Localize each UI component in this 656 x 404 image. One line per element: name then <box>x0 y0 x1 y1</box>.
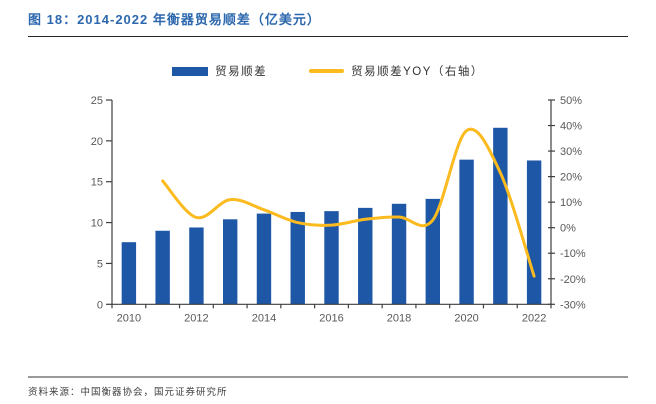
bar-2022 <box>526 160 542 305</box>
svg-text:30%: 30% <box>560 146 582 158</box>
svg-text:0: 0 <box>97 299 103 311</box>
svg-text:2016: 2016 <box>319 312 343 324</box>
yoy-line <box>161 127 536 278</box>
title-divider <box>28 36 628 37</box>
svg-text:10: 10 <box>91 218 103 230</box>
svg-text:-20%: -20% <box>560 274 586 286</box>
svg-text:-30%: -30% <box>560 299 586 311</box>
source-divider <box>28 376 628 378</box>
legend-item-trade-surplus: 贸易顺差 <box>172 63 267 79</box>
svg-text:5: 5 <box>97 258 103 270</box>
svg-text:0%: 0% <box>560 223 576 235</box>
svg-text:-10%: -10% <box>560 248 586 260</box>
svg-text:20%: 20% <box>560 172 582 184</box>
svg-text:2022: 2022 <box>522 312 546 324</box>
svg-text:10%: 10% <box>560 197 582 209</box>
bar-series-swatch-icon <box>172 66 209 76</box>
svg-text:2010: 2010 <box>117 312 141 324</box>
bar-2012 <box>189 227 204 305</box>
svg-text:40%: 40% <box>560 121 582 133</box>
bars <box>121 127 542 305</box>
bar-2018 <box>391 203 407 305</box>
bar-2019 <box>425 198 441 305</box>
bar-2015 <box>290 211 305 305</box>
chart-area: 0 5 10 15 20 25 -30% -20% -10% 0% 10% 20% 30% 40% 50% 2… <box>0 88 656 343</box>
bar-2013 <box>222 219 238 305</box>
bar-2014 <box>256 213 272 305</box>
bar-2016 <box>324 211 339 305</box>
svg-text:50%: 50% <box>560 95 582 107</box>
line-series-swatch-icon <box>309 69 345 73</box>
svg-text:2018: 2018 <box>387 312 411 324</box>
yoy-line-path <box>161 127 536 278</box>
source-note: 资料来源：中国衡器协会，国元证券研究所 <box>28 388 228 398</box>
axes: 0 5 10 15 20 25 -30% -20% -10% 0% 10% 20% 30% 40% 50% 2… <box>91 95 586 324</box>
legend-line-label: 贸易顺差YOY（右轴） <box>351 66 484 78</box>
figure-title: 图 18：2014-2022 年衡器贸易顺差（亿美元） <box>28 12 321 27</box>
bar-2020 <box>459 159 474 305</box>
legend-item-yoy: 贸易顺差YOY（右轴） <box>309 63 484 79</box>
bar-2011 <box>155 230 170 305</box>
bar-2010 <box>121 242 137 305</box>
legend-bar-label: 贸易顺差 <box>215 66 268 78</box>
chart-legend: 贸易顺差 贸易顺差YOY（右轴） <box>0 63 656 79</box>
trade-surplus-chart: 0 5 10 15 20 25 -30% -20% -10% 0% 10% 20% 30% 40% 50% 2… <box>91 95 586 324</box>
bar-2017 <box>358 207 373 305</box>
svg-text:25: 25 <box>91 95 103 107</box>
svg-text:20: 20 <box>91 136 103 148</box>
svg-text:2014: 2014 <box>252 312 276 324</box>
svg-text:15: 15 <box>91 177 103 189</box>
bar-2021 <box>493 127 508 305</box>
svg-text:2012: 2012 <box>184 312 208 324</box>
svg-text:2020: 2020 <box>454 312 478 324</box>
